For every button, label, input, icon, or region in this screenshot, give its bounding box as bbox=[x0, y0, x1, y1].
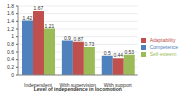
svg-text:0.2: 0.2 bbox=[8, 64, 14, 70]
svg-text:1.6: 1.6 bbox=[8, 10, 14, 16]
svg-text:0.5: 0.5 bbox=[104, 50, 111, 56]
svg-text:0.4: 0.4 bbox=[8, 56, 14, 62]
html-text:Competence: Competence bbox=[149, 44, 178, 50]
svg-text:0.73: 0.73 bbox=[85, 41, 95, 47]
svg-text:1: 1 bbox=[11, 33, 14, 39]
html-text:Adaptability: Adaptability bbox=[149, 37, 176, 43]
svg-text:1.4: 1.4 bbox=[8, 18, 14, 24]
html-text:Self-esteem: Self-esteem bbox=[149, 51, 177, 57]
svg-text:0.44: 0.44 bbox=[113, 52, 123, 58]
svg-text:0.8: 0.8 bbox=[8, 41, 14, 47]
svg-text:Level of independence in locom: Level of independence in locomotion bbox=[34, 86, 122, 92]
svg-text:0.6: 0.6 bbox=[8, 49, 14, 55]
svg-text:0.87: 0.87 bbox=[74, 36, 84, 42]
svg-text:Independent: Independent bbox=[24, 81, 52, 88]
svg-text:1.2: 1.2 bbox=[8, 26, 14, 32]
svg-text:With supervision: With supervision bbox=[59, 81, 97, 88]
svg-text:1.8: 1.8 bbox=[8, 3, 14, 9]
svg-text:1.21: 1.21 bbox=[45, 23, 55, 29]
svg-text:With support: With support bbox=[103, 81, 132, 88]
svg-text:1.42: 1.42 bbox=[23, 15, 33, 21]
svg-text:0: 0 bbox=[11, 72, 14, 78]
svg-text:0.53: 0.53 bbox=[124, 49, 134, 55]
svg-text:0.9: 0.9 bbox=[64, 35, 71, 41]
svg-text:1.67: 1.67 bbox=[34, 5, 44, 11]
